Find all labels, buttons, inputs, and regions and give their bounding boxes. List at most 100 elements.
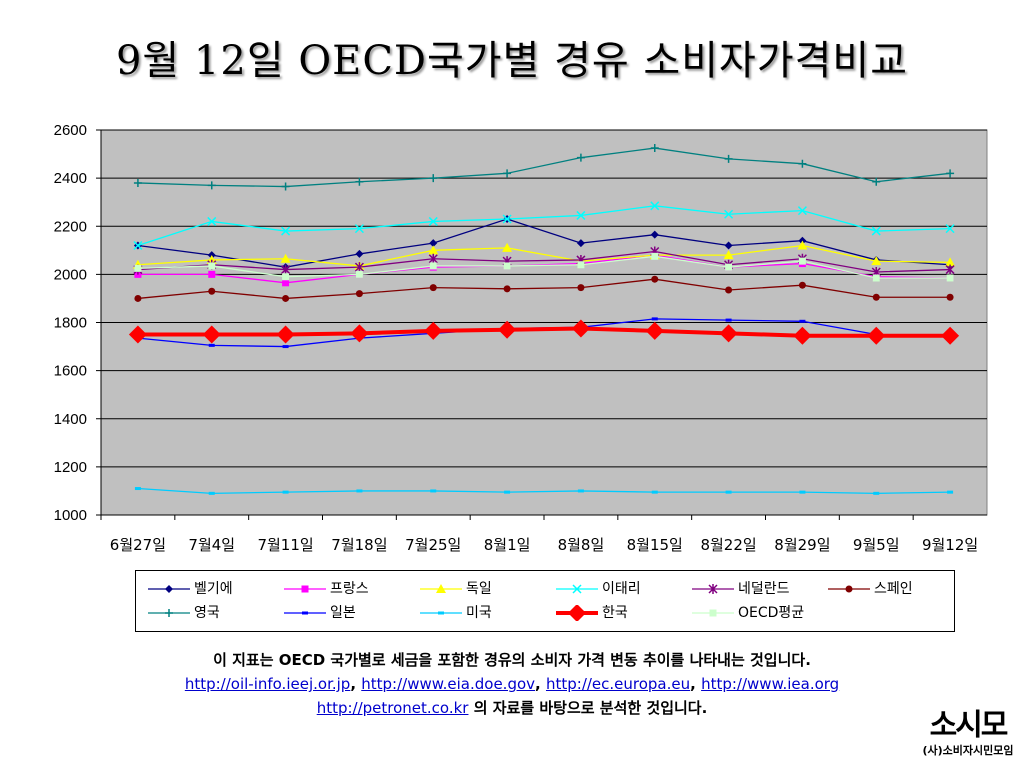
- legend-label: OECD평균: [738, 605, 805, 621]
- data-point: [645, 321, 664, 340]
- x-tick-label: 7월18일: [331, 536, 387, 554]
- legend-swatch: [284, 611, 326, 615]
- data-point: [798, 257, 806, 265]
- data-point: [867, 326, 886, 345]
- data-point: [355, 177, 364, 186]
- x-tick-label: 9월12일: [922, 536, 978, 554]
- logo-subtitle: (사)소비자시민모임: [922, 744, 1014, 757]
- legend-marker: [165, 609, 173, 617]
- data-point: [945, 224, 955, 234]
- data-point: [577, 261, 585, 269]
- data-point: [281, 182, 290, 191]
- caption-line-2: http://oil-info.ieej.or.jp, http://www.e…: [0, 672, 1024, 696]
- data-point: [941, 326, 960, 345]
- link-eia[interactable]: http://www.eia.doe.gov: [361, 675, 536, 693]
- data-point: [202, 325, 221, 344]
- data-point: [650, 144, 659, 153]
- data-point: [502, 242, 513, 252]
- legend-swatch: [148, 609, 190, 617]
- y-tick-label: 1200: [54, 459, 87, 476]
- y-tick-label: 1800: [54, 315, 87, 332]
- legend-marker: [438, 611, 444, 615]
- x-tick-label: 8월15일: [627, 536, 683, 554]
- data-point: [650, 230, 659, 239]
- data-point: [651, 490, 658, 494]
- x-tick-label: 8월8일: [558, 536, 605, 554]
- legend-marker: [301, 585, 309, 593]
- series-line: [137, 218, 951, 268]
- link-iea[interactable]: http://www.iea.org: [701, 675, 840, 693]
- legend-swatch: [420, 611, 462, 615]
- legend-label: 미국: [466, 605, 492, 621]
- data-point: [134, 487, 141, 491]
- data-point: [282, 294, 290, 302]
- caption: 이 지표는 OECD 국가별로 세금을 포함한 경유의 소비자 가격 변동 추이…: [0, 648, 1024, 720]
- data-point: [208, 491, 215, 495]
- legend-swatch: [148, 585, 190, 593]
- data-point: [428, 245, 439, 255]
- data-point: [798, 159, 807, 168]
- legend-marker: [302, 611, 308, 615]
- data-point: [207, 216, 217, 226]
- legend-swatch: [284, 585, 326, 593]
- data-point: [571, 319, 590, 338]
- legend-label: 스페인: [874, 581, 913, 597]
- link-ec-europa[interactable]: http://ec.europa.eu: [545, 675, 691, 693]
- x-tick-label: 6월27일: [110, 536, 166, 554]
- y-tick-label: 2400: [54, 170, 87, 187]
- legend-marker: [845, 585, 853, 593]
- data-point: [354, 224, 364, 234]
- data-point: [504, 490, 511, 494]
- series-line: [137, 244, 951, 267]
- data-point: [282, 490, 289, 494]
- legend-label: 한국: [602, 605, 628, 621]
- y-tick-label: 2000: [54, 266, 87, 283]
- data-point: [208, 343, 215, 347]
- data-point: [424, 321, 443, 340]
- data-point: [502, 214, 512, 224]
- data-point: [799, 490, 806, 494]
- series-9: [128, 319, 960, 345]
- data-point: [946, 274, 954, 282]
- data-point: [945, 264, 955, 275]
- data-point: [793, 326, 812, 345]
- data-point: [282, 279, 290, 287]
- legend-label: 영국: [194, 605, 220, 621]
- data-point: [725, 490, 732, 494]
- data-point: [651, 317, 658, 321]
- series-line: [137, 147, 951, 188]
- data-point: [207, 181, 216, 190]
- data-point: [725, 263, 733, 271]
- separator: ,: [350, 675, 357, 693]
- data-point: [429, 262, 437, 270]
- legend-marker: [436, 584, 446, 593]
- legend-marker: [568, 605, 586, 621]
- series-line: [137, 205, 951, 247]
- data-point: [872, 274, 880, 282]
- legend-label: 프랑스: [330, 581, 369, 597]
- legend-label: 독일: [466, 581, 492, 597]
- data-point: [725, 286, 733, 294]
- data-point: [282, 273, 290, 281]
- y-tick-label: 2200: [54, 218, 87, 235]
- data-point: [208, 262, 216, 270]
- caption-line-3: http://petronet.co.kr 의 자료를 바탕으로 분석한 것입니…: [0, 696, 1024, 720]
- link-oil-info[interactable]: http://oil-info.ieej.or.jp: [184, 675, 351, 693]
- legend-swatch: [692, 584, 734, 594]
- data-point: [945, 257, 956, 267]
- data-point: [356, 489, 363, 493]
- x-tick-label: 7월4일: [188, 536, 235, 554]
- x-tick-label: 8월29일: [774, 536, 830, 554]
- data-point: [429, 174, 438, 183]
- logo-mark: 소시모: [929, 708, 1009, 743]
- legend-swatch: [556, 605, 598, 621]
- line-chart: 1000 1200 1400 1600 1800 2000 2200 2400 2600 6월27…: [54, 122, 988, 554]
- data-point: [355, 249, 364, 258]
- series-5: [134, 275, 954, 302]
- legend-swatch: [692, 609, 734, 617]
- data-point: [281, 226, 291, 236]
- data-point: [799, 319, 806, 323]
- series-line: [137, 255, 951, 279]
- link-petronet[interactable]: http://petronet.co.kr: [316, 699, 469, 717]
- legend-marker: [708, 584, 718, 594]
